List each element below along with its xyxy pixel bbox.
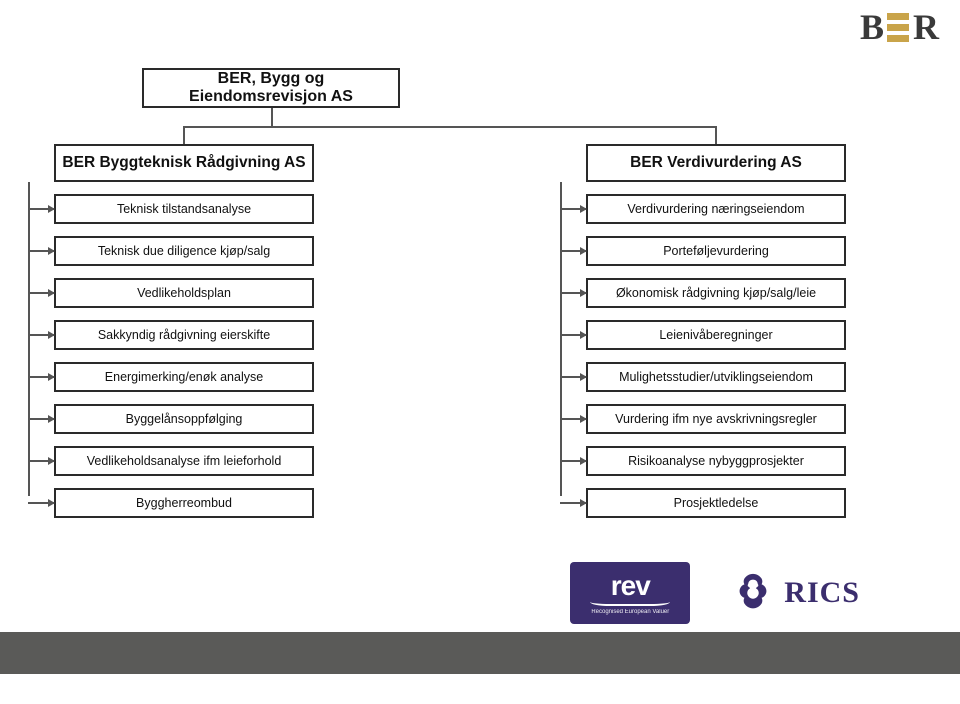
list-item: Energimerking/enøk analyse: [54, 362, 314, 392]
connector-line: [183, 126, 185, 144]
list-item: Teknisk due diligence kjøp/salg: [54, 236, 314, 266]
list-item: Byggherreombud: [54, 488, 314, 518]
list-item: Vedlikeholdsanalyse ifm leieforhold: [54, 446, 314, 476]
list-item: Mulighetsstudier/utviklingseiendom: [586, 362, 846, 392]
arrow-icon: [560, 208, 586, 210]
item-label: Vedlikeholdsanalyse ifm leieforhold: [54, 446, 314, 476]
item-label: Teknisk due diligence kjøp/salg: [54, 236, 314, 266]
footer-strip: [0, 632, 960, 674]
list-item: Teknisk tilstandsanalyse: [54, 194, 314, 224]
rev-badge-icon: rev Recognised European Valuer: [570, 562, 690, 624]
arrow-icon: [560, 502, 586, 504]
item-label: Energimerking/enøk analyse: [54, 362, 314, 392]
rics-lion-icon: [730, 570, 776, 616]
item-label: Prosjektledelse: [586, 488, 846, 518]
logo-letter-r: R: [913, 6, 938, 48]
arrow-icon: [28, 292, 54, 294]
rev-word: rev: [611, 572, 650, 600]
right-header-label: BER Verdivurdering AS: [586, 144, 846, 182]
item-label: Risikoanalyse nybyggprosjekter: [586, 446, 846, 476]
certification-logos: rev Recognised European Valuer RICS: [570, 562, 860, 624]
arrow-icon: [560, 292, 586, 294]
list-item: Byggelånsoppfølging: [54, 404, 314, 434]
list-item: Porteføljevurdering: [586, 236, 846, 266]
item-label: Vedlikeholdsplan: [54, 278, 314, 308]
left-header-label: BER Byggteknisk Rådgivning AS: [54, 144, 314, 182]
list-item: Risikoanalyse nybyggprosjekter: [586, 446, 846, 476]
list-item: Vurdering ifm nye avskrivningsregler: [586, 404, 846, 434]
arrow-icon: [28, 502, 54, 504]
list-item: Leienivåberegninger: [586, 320, 846, 350]
list-item: Prosjektledelse: [586, 488, 846, 518]
item-label: Byggherreombud: [54, 488, 314, 518]
arrow-icon: [28, 460, 54, 462]
item-label: Byggelånsoppfølging: [54, 404, 314, 434]
connector-line: [183, 126, 717, 128]
rev-arc-icon: [590, 602, 670, 606]
arrow-icon: [560, 376, 586, 378]
root-node: BER, Bygg og Eiendomsrevisjon AS: [142, 68, 400, 108]
item-label: Verdivurdering næringseiendom: [586, 194, 846, 224]
connector-line: [715, 126, 717, 144]
item-label: Leienivåberegninger: [586, 320, 846, 350]
item-label: Teknisk tilstandsanalyse: [54, 194, 314, 224]
rics-text: RICS: [784, 576, 860, 610]
connector-spine: [28, 182, 30, 496]
item-label: Porteføljevurdering: [586, 236, 846, 266]
list-item: Vedlikeholdsplan: [54, 278, 314, 308]
item-label: Sakkyndig rådgivning eierskifte: [54, 320, 314, 350]
arrow-icon: [560, 460, 586, 462]
arrow-icon: [28, 376, 54, 378]
arrow-icon: [560, 334, 586, 336]
list-item: Verdivurdering næringseiendom: [586, 194, 846, 224]
arrow-icon: [28, 208, 54, 210]
arrow-icon: [28, 334, 54, 336]
arrow-icon: [28, 250, 54, 252]
left-header: BER Byggteknisk Rådgivning AS: [54, 144, 314, 182]
arrow-icon: [560, 250, 586, 252]
arrow-icon: [28, 418, 54, 420]
brand-logo: B R: [860, 6, 938, 48]
list-item: Økonomisk rådgivning kjøp/salg/leie: [586, 278, 846, 308]
item-label: Økonomisk rådgivning kjøp/salg/leie: [586, 278, 846, 308]
root-label: BER, Bygg og Eiendomsrevisjon AS: [142, 68, 400, 108]
item-label: Vurdering ifm nye avskrivningsregler: [586, 404, 846, 434]
logo-letter-b: B: [860, 6, 883, 48]
rev-subtitle: Recognised European Valuer: [591, 609, 669, 615]
list-item: Sakkyndig rådgivning eierskifte: [54, 320, 314, 350]
item-label: Mulighetsstudier/utviklingseiendom: [586, 362, 846, 392]
rics-logo: RICS: [730, 570, 860, 616]
arrow-icon: [560, 418, 586, 420]
connector-spine: [560, 182, 562, 496]
right-branch: BER Verdivurdering AS Verdivurdering nær…: [586, 144, 846, 518]
logo-bars-icon: [887, 13, 909, 42]
connector-line: [271, 108, 273, 126]
left-branch: BER Byggteknisk Rådgivning AS Teknisk ti…: [54, 144, 314, 518]
right-header: BER Verdivurdering AS: [586, 144, 846, 182]
